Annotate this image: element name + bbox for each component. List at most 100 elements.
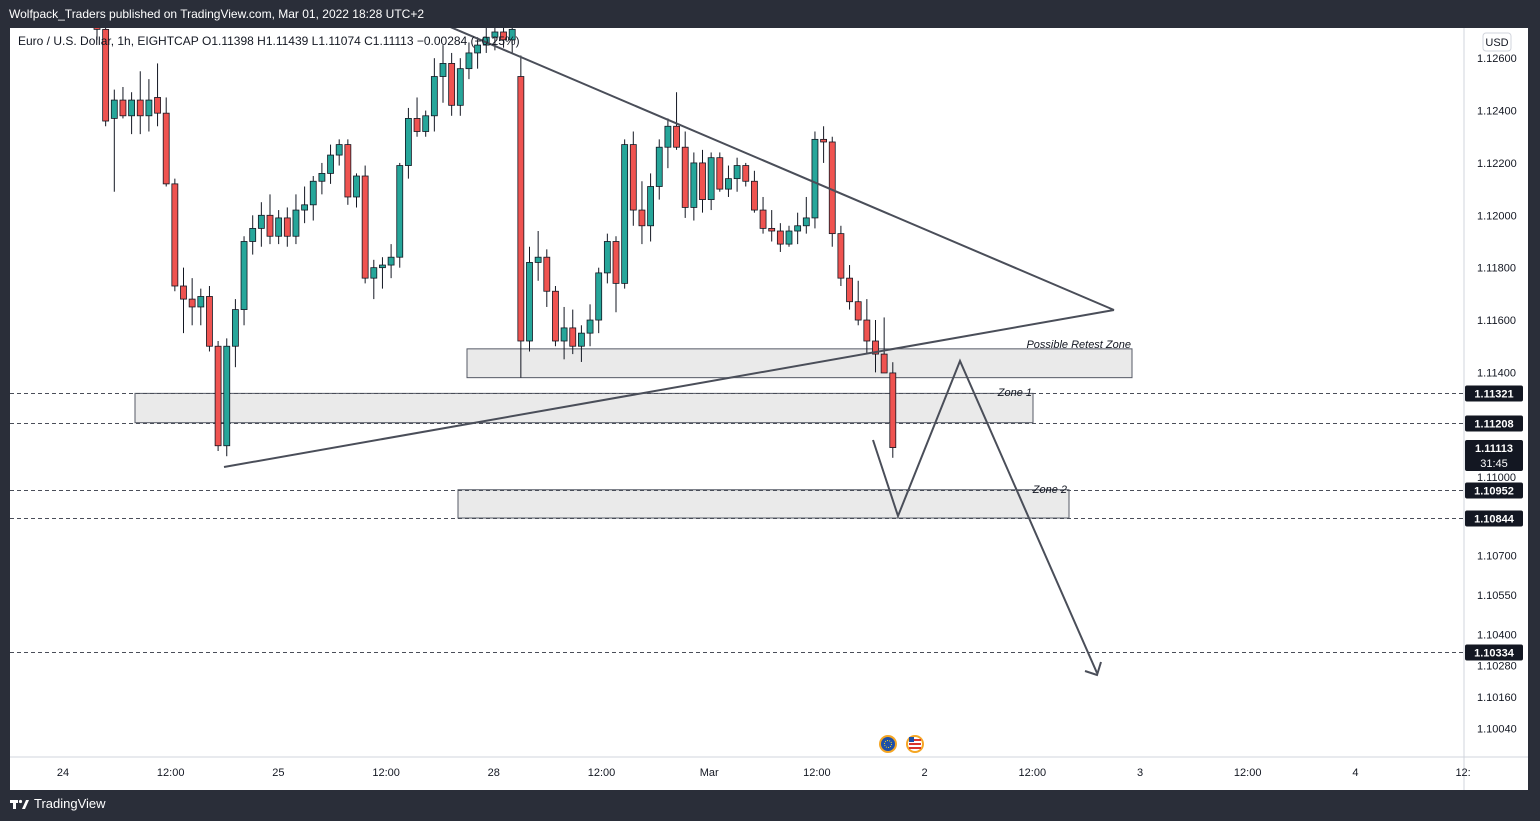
candle-body[interactable] [768,227,776,232]
candle-body[interactable] [128,99,135,117]
chart-panel[interactable]: Possible Retest Zone Zone 1 Zone 2 1.12600… [10,8,1528,790]
candle-body[interactable] [188,298,196,308]
candle-body[interactable] [474,44,482,54]
candle-body[interactable] [396,165,404,258]
candle-body[interactable] [448,63,456,106]
candle-body[interactable] [621,144,629,284]
candle-body[interactable] [578,332,585,347]
candle-body[interactable] [586,319,594,334]
candle-body[interactable] [309,180,317,206]
candle-body[interactable] [508,28,516,41]
candlestick-chart[interactable]: Possible Retest Zone Zone 1 Zone 2 1.12600… [10,8,1528,790]
candle-body[interactable] [370,267,378,279]
candle-body[interactable] [543,256,551,292]
candle-body[interactable] [872,340,879,355]
candle-body[interactable] [854,301,862,321]
candle-body[interactable] [681,146,689,208]
candle-body[interactable] [811,138,819,219]
candle-body[interactable] [119,99,127,117]
candle-body[interactable] [171,183,179,287]
candle-body[interactable] [180,285,187,300]
candle-body[interactable] [638,209,646,227]
candle-body[interactable] [889,372,897,448]
candle-body[interactable] [699,162,706,200]
candle-body[interactable] [154,97,161,114]
candle-body[interactable] [828,141,836,235]
zone-1-rect[interactable] [466,348,1133,379]
candle-body[interactable] [880,353,888,374]
candle-body[interactable] [422,115,430,132]
candle-body[interactable] [275,217,283,237]
candle-body[interactable] [439,63,447,77]
candle-body[interactable] [335,144,343,156]
candle-body[interactable] [456,68,464,106]
candle-body[interactable] [733,165,741,180]
candle-body[interactable] [776,230,784,245]
candle-body[interactable] [707,157,715,200]
zone-2-rect[interactable] [134,392,1034,424]
candle-body[interactable] [327,154,334,174]
triangle-lower-trendline[interactable] [223,309,1115,468]
event-icon-us[interactable] [906,735,924,753]
candle-body[interactable] [231,309,239,347]
candle-body[interactable] [93,22,101,30]
candle-body[interactable] [820,138,827,143]
candle-body[interactable] [725,178,732,190]
candle-body[interactable] [517,76,525,342]
candle-body[interactable] [863,319,871,342]
candle-body[interactable] [612,241,620,284]
candle-body[interactable] [145,99,153,117]
candle-body[interactable] [430,76,438,117]
candle-body[interactable] [283,217,291,237]
candle-body[interactable] [647,186,654,227]
tradingview-logo[interactable]: TradingView [10,796,106,811]
candle-body[interactable] [526,262,533,342]
candle-body[interactable] [318,173,326,182]
candle-body[interactable] [136,99,144,117]
candle-body[interactable] [353,175,360,198]
currency-button[interactable]: USD [1482,32,1512,52]
candle-body[interactable] [655,146,663,187]
projected-path[interactable] [872,358,1098,674]
candle-body[interactable] [379,264,386,269]
candle-body[interactable] [742,165,750,182]
candle-body[interactable] [716,157,724,190]
candle-body[interactable] [197,296,205,308]
candle-body[interactable] [214,345,222,447]
candle-body[interactable] [223,345,231,447]
candle-body[interactable] [249,227,257,242]
candle-body[interactable] [110,99,118,119]
candle-body[interactable] [240,241,248,310]
candle-body[interactable] [603,241,611,274]
zone-3-rect[interactable] [457,489,1070,519]
event-icon-eu[interactable] [879,735,897,753]
candle-body[interactable] [785,230,793,245]
candle-body[interactable] [560,327,568,342]
candle-body[interactable] [552,290,559,342]
candle-body[interactable] [102,28,110,122]
candle-body[interactable] [846,277,853,303]
candle-body[interactable] [404,118,412,166]
candle-body[interactable] [690,162,698,208]
candle-body[interactable] [569,327,577,347]
candle-body[interactable] [751,180,758,211]
candle-body[interactable] [257,214,265,229]
candle-body[interactable] [629,144,637,211]
candle-body[interactable] [413,118,421,132]
candle-body[interactable] [802,217,810,227]
triangle-upper-trendline[interactable] [447,25,1115,311]
candle-body[interactable] [794,225,802,232]
candle-body[interactable] [206,296,213,347]
candle-body[interactable] [301,204,309,211]
candle-body[interactable] [266,214,274,237]
candle-body[interactable] [361,175,369,279]
candle-body[interactable] [344,144,352,198]
candle-body[interactable] [500,31,507,41]
candle-body[interactable] [759,209,767,229]
candle-body[interactable] [837,233,845,279]
candle-body[interactable] [491,31,499,38]
candle-body[interactable] [465,52,473,70]
candle-body[interactable] [595,272,603,321]
candle-body[interactable] [387,256,395,266]
candle-body[interactable] [534,256,542,263]
